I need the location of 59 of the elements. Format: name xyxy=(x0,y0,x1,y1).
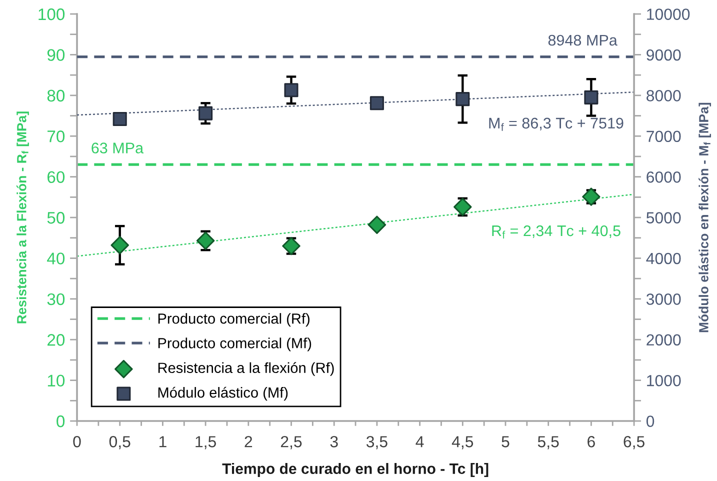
y-tick-label: 70 xyxy=(48,130,65,142)
y-tick-label: 0 xyxy=(56,415,65,428)
y2-tick-label: 0 xyxy=(646,416,654,427)
legend-label: Producto comercial (Rf) xyxy=(158,313,310,327)
x-tick-label: 3 xyxy=(330,436,338,448)
y2-tick-label: 8000 xyxy=(646,90,681,102)
x-tick-label: 2 xyxy=(244,436,252,448)
x-tick-label: 3,5 xyxy=(366,436,388,450)
x-tick-label: 0,5 xyxy=(109,436,130,450)
y2-tick-label: 4000 xyxy=(646,252,681,264)
y2-tick-label: 5000 xyxy=(646,212,681,224)
y-tick-label: 50 xyxy=(47,212,65,224)
y-tick-label: 40 xyxy=(47,252,65,264)
x-tick-label: 1 xyxy=(159,436,166,448)
data-label: 8948 MPa xyxy=(548,34,618,46)
x-tick-label: 4 xyxy=(416,436,424,448)
legend-label: Resistencia a la flexión (Rf) xyxy=(158,362,334,376)
x-tick-label: 0 xyxy=(73,436,81,448)
y-tick-label: 90 xyxy=(47,49,65,61)
point xyxy=(582,188,600,206)
y2-tick-label: 1000 xyxy=(647,374,681,386)
legend-label: Producto comercial (Mf) xyxy=(158,338,312,352)
point xyxy=(198,106,213,120)
x-tick-label: 6,5 xyxy=(624,436,644,450)
y-tick-label: 10 xyxy=(48,374,65,387)
series-label: R$_{f}$ = 2,34 Tc + 40,5 xyxy=(492,225,620,238)
y2-tick-label: 7000 xyxy=(646,130,681,142)
x-tick-label: 6 xyxy=(588,436,595,448)
point xyxy=(282,236,300,256)
y2-tick-label: 3000 xyxy=(646,294,681,305)
point xyxy=(584,90,598,104)
x-tick-label: 5,5 xyxy=(538,436,559,450)
point xyxy=(284,83,298,98)
point xyxy=(368,216,386,234)
y-tick-label: 30 xyxy=(47,293,65,306)
point xyxy=(454,198,472,216)
point xyxy=(370,96,384,110)
x-tick-label: 1,5 xyxy=(196,436,216,450)
legend-label: Módulo elástico (Mf) xyxy=(158,386,288,401)
y2-tick-label: 10000 xyxy=(647,8,690,20)
y2-tick-label: 6000 xyxy=(646,171,681,183)
point xyxy=(112,112,127,126)
point xyxy=(110,236,129,254)
y-tick-label: 20 xyxy=(48,334,65,346)
y2-axis-title: Módulo elástico en flexión - M$_{f}$ [MPa] xyxy=(698,102,712,332)
x-axis-title: Tiempo de curado en el horno - Tc [h] xyxy=(222,462,488,477)
y2-tick-label: 2000 xyxy=(646,334,681,346)
y2-tick-label: 9000 xyxy=(646,49,681,61)
data-label: 63 MPa xyxy=(92,142,144,154)
y-tick-label: 100 xyxy=(38,8,65,20)
y-axis-title: Resistencia a la Flexión - R$_{f}$ [MPa] xyxy=(16,112,29,324)
x-tick-label: 4,5 xyxy=(452,436,474,450)
x-tick-label: 2,5 xyxy=(280,436,302,450)
x-tick-label: 5 xyxy=(502,436,510,448)
point xyxy=(196,232,215,250)
point xyxy=(456,92,470,106)
y-tick-label: 60 xyxy=(48,171,65,184)
y-tick-label: 80 xyxy=(47,90,65,102)
series-label: M$_{f}$ = 86,3 Tc + 7519 xyxy=(489,118,624,131)
